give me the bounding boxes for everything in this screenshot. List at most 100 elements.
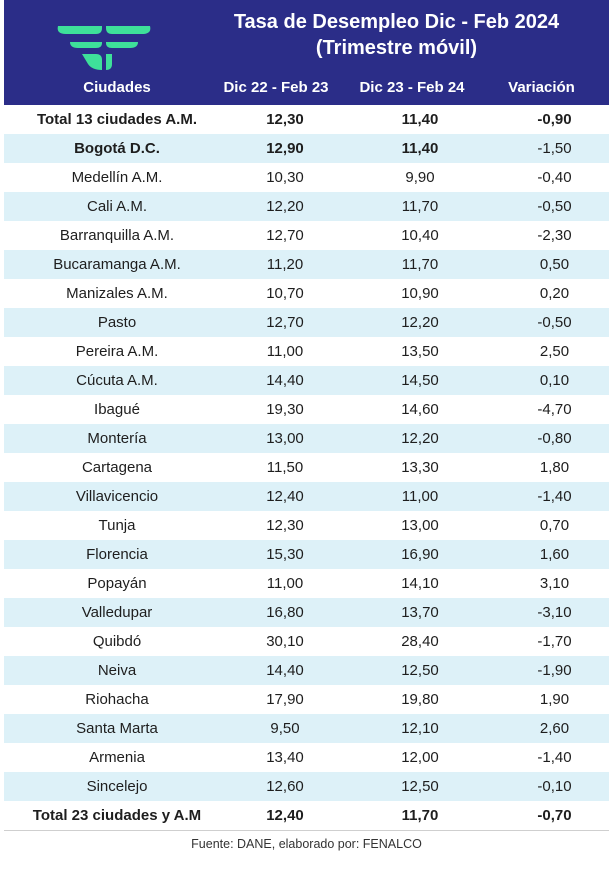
city-cell: Barranquilla A.M. <box>59 227 175 244</box>
value-period-1-cell: 12,40 <box>266 807 304 824</box>
value-period-2-cell: 12,20 <box>401 430 439 447</box>
value-period-1-cell: 12,40 <box>266 488 304 505</box>
table-row: Montería 13,00 12,20 -0,80 <box>4 424 609 453</box>
value-period-1-cell: 13,40 <box>266 749 304 766</box>
table-row: Villavicencio 12,40 11,00 -1,40 <box>4 482 609 511</box>
city-cell: Manizales A.M. <box>66 285 168 302</box>
value-period-1-cell: 16,80 <box>266 604 304 621</box>
value-period-2-cell: 12,20 <box>401 314 439 331</box>
table-row: Tunja 12,30 13,00 0,70 <box>4 511 609 540</box>
value-period-2-cell: 19,80 <box>401 691 439 708</box>
city-cell: Florencia <box>86 546 148 563</box>
value-period-2-cell: 14,50 <box>401 372 439 389</box>
table-row: Pereira A.M. 11,00 13,50 2,50 <box>4 337 609 366</box>
table-header: Tasa de Desempleo Dic - Feb 2024 (Trimes… <box>4 0 609 105</box>
value-period-1-cell: 10,30 <box>266 169 304 186</box>
city-cell: Valledupar <box>81 604 153 621</box>
variation-cell: -2,30 <box>537 227 572 244</box>
value-period-2-cell: 12,50 <box>401 778 439 795</box>
column-header-variation: Variación <box>508 79 575 96</box>
value-period-2-cell: 11,70 <box>401 807 439 824</box>
value-period-1-cell: 15,30 <box>266 546 304 563</box>
value-period-1-cell: 9,50 <box>270 720 300 737</box>
variation-cell: -0,40 <box>537 169 572 186</box>
variation-cell: -0,10 <box>537 778 572 795</box>
city-cell: Neiva <box>97 662 137 679</box>
fenalco-logo-icon <box>57 26 151 70</box>
table-row: Quibdó 30,10 28,40 -1,70 <box>4 627 609 656</box>
table-body: Total 13 ciudades A.M. 12,30 11,40 -0,90 Bog… <box>4 105 609 831</box>
value-period-2-cell: 12,00 <box>401 749 439 766</box>
city-cell: Quibdó <box>92 633 142 650</box>
city-cell: Tunja <box>98 517 136 534</box>
value-period-2-cell: 12,50 <box>401 662 439 679</box>
table-row: Florencia 15,30 16,90 1,60 <box>4 540 609 569</box>
table-row: Ibagué 19,30 14,60 -4,70 <box>4 395 609 424</box>
table-row: Total 23 ciudades y A.M 12,40 11,70 -0,70 <box>4 801 609 831</box>
variation-cell: 1,80 <box>539 459 570 476</box>
value-period-2-cell: 10,90 <box>401 285 439 302</box>
value-period-2-cell: 14,60 <box>401 401 439 418</box>
variation-cell: -0,80 <box>537 430 572 447</box>
city-cell: Santa Marta <box>76 720 158 737</box>
city-cell: Bucaramanga A.M. <box>53 256 181 273</box>
variation-cell: 0,50 <box>539 256 570 273</box>
variation-cell: 3,10 <box>539 575 570 592</box>
value-period-1-cell: 12,90 <box>266 140 304 157</box>
table-row: Riohacha 17,90 19,80 1,90 <box>4 685 609 714</box>
city-cell: Cartagena <box>81 459 153 476</box>
value-period-2-cell: 13,50 <box>401 343 439 360</box>
value-period-2-cell: 28,40 <box>401 633 439 650</box>
value-period-2-cell: 13,00 <box>401 517 439 534</box>
variation-cell: -4,70 <box>537 401 572 418</box>
value-period-1-cell: 11,00 <box>266 575 304 592</box>
table-row: Sincelejo 12,60 12,50 -0,10 <box>4 772 609 801</box>
table-row: Cartagena 11,50 13,30 1,80 <box>4 453 609 482</box>
column-header-cities: Ciudades <box>83 79 151 96</box>
table-title: Tasa de Desempleo Dic - Feb 2024 (Trimes… <box>184 9 609 61</box>
variation-cell: -0,70 <box>537 807 572 824</box>
value-period-2-cell: 11,70 <box>401 198 439 215</box>
table-row: Barranquilla A.M. 12,70 10,40 -2,30 <box>4 221 609 250</box>
variation-cell: -0,50 <box>537 314 572 331</box>
value-period-1-cell: 30,10 <box>266 633 304 650</box>
value-period-2-cell: 10,40 <box>401 227 439 244</box>
variation-cell: -3,10 <box>537 604 572 621</box>
variation-cell: 1,90 <box>539 691 570 708</box>
table-row: Total 13 ciudades A.M. 12,30 11,40 -0,90 <box>4 105 609 134</box>
table-row: Cali A.M. 12,20 11,70 -0,50 <box>4 192 609 221</box>
city-cell: Cúcuta A.M. <box>76 372 158 389</box>
variation-cell: -1,40 <box>537 488 572 505</box>
city-cell: Riohacha <box>85 691 149 708</box>
value-period-1-cell: 11,50 <box>266 459 304 476</box>
variation-cell: -1,50 <box>537 140 572 157</box>
city-cell: Bogotá D.C. <box>74 140 160 157</box>
value-period-2-cell: 11,40 <box>401 111 439 128</box>
value-period-2-cell: 11,00 <box>401 488 439 505</box>
table-row: Medellín A.M. 10,30 9,90 -0,40 <box>4 163 609 192</box>
value-period-1-cell: 11,00 <box>266 343 304 360</box>
city-cell: Total 23 ciudades y A.M <box>32 807 202 824</box>
value-period-1-cell: 11,20 <box>266 256 304 273</box>
value-period-1-cell: 10,70 <box>266 285 304 302</box>
title-line-2: (Trimestre móvil) <box>315 37 478 59</box>
value-period-1-cell: 12,70 <box>266 227 304 244</box>
variation-cell: -0,50 <box>537 198 572 215</box>
value-period-2-cell: 14,10 <box>401 575 439 592</box>
variation-cell: -1,40 <box>537 749 572 766</box>
city-cell: Medellín A.M. <box>71 169 163 186</box>
value-period-1-cell: 12,30 <box>266 517 304 534</box>
value-period-1-cell: 12,30 <box>266 111 304 128</box>
source-footnote: Fuente: DANE, elaborado por: FENALCO <box>191 837 422 851</box>
value-period-1-cell: 12,70 <box>266 314 304 331</box>
city-cell: Cali A.M. <box>86 198 147 215</box>
variation-cell: 2,60 <box>539 720 570 737</box>
table-row: Neiva 14,40 12,50 -1,90 <box>4 656 609 685</box>
table-row: Santa Marta 9,50 12,10 2,60 <box>4 714 609 743</box>
value-period-2-cell: 11,40 <box>401 140 439 157</box>
value-period-2-cell: 11,70 <box>401 256 439 273</box>
variation-cell: -1,90 <box>537 662 572 679</box>
value-period-1-cell: 14,40 <box>266 372 304 389</box>
title-line-1: Tasa de Desempleo Dic - Feb 2024 <box>233 11 560 33</box>
city-cell: Villavicencio <box>75 488 159 505</box>
